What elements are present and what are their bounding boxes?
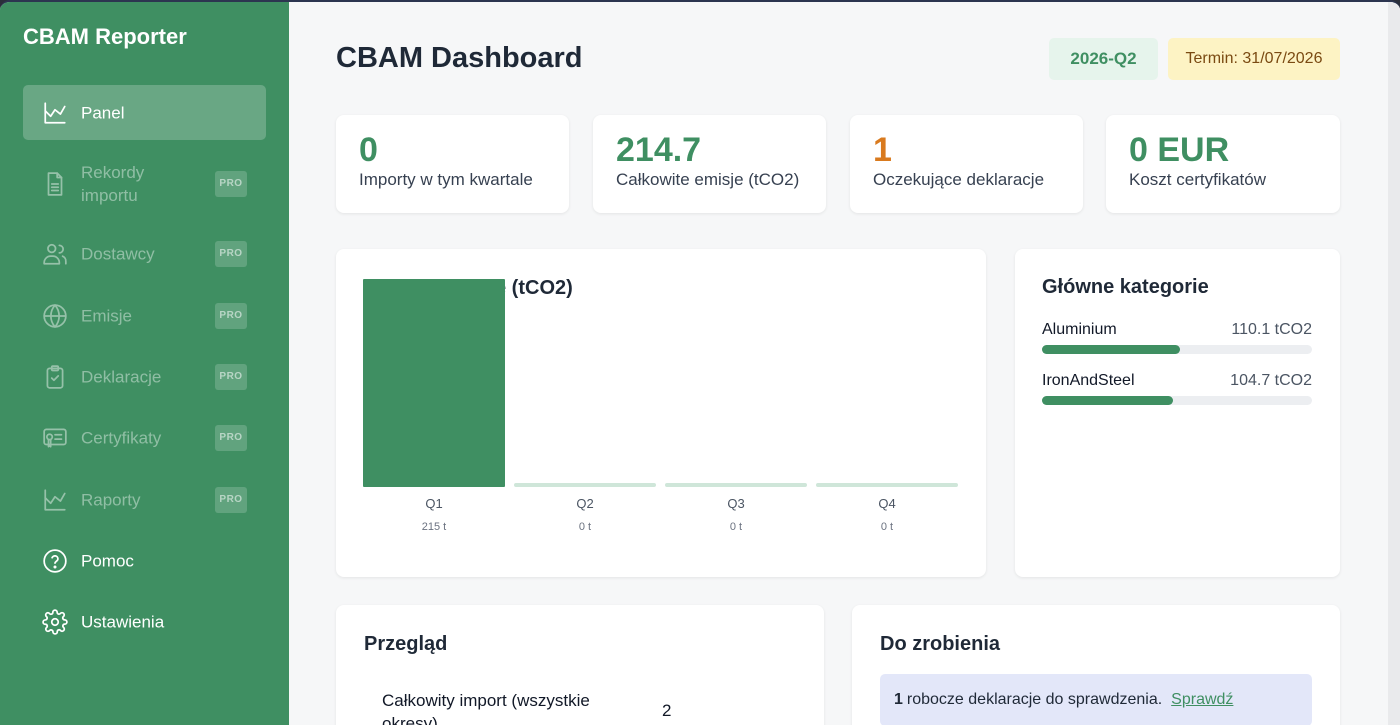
certificate-icon — [42, 425, 68, 451]
category-bar-fill — [1042, 345, 1181, 354]
users-icon — [42, 241, 68, 267]
sidebar-item-suppliers[interactable]: Dostawcy PRO — [23, 226, 266, 281]
categories-card: Główne kategorie Aluminium 110.1 tCO2 Ir… — [1015, 249, 1340, 577]
stat-label: Oczekujące deklaracje — [873, 170, 1045, 189]
sidebar-item-label: Raporty — [81, 490, 141, 509]
category-bar-track — [1042, 396, 1312, 405]
quarter-badge: 2026-Q2 — [1049, 38, 1158, 80]
page-title: CBAM Dashboard — [336, 42, 583, 74]
pro-badge: PRO — [215, 486, 247, 513]
chart-data-label: 0 t — [881, 521, 893, 533]
pro-badge: PRO — [215, 363, 247, 390]
stat-value: 0 — [359, 131, 378, 169]
chart-data-label: 215 t — [422, 521, 446, 533]
todo-alert: 1 robocze deklaracje do sprawdzenia. Spr… — [880, 674, 1312, 725]
todo-title: Do zrobienia — [880, 633, 1001, 655]
sidebar-item-import-records[interactable]: Rekordy importu PRO — [23, 156, 266, 211]
chart-tick-label: Q3 — [727, 496, 744, 511]
chart-bar-q4 — [816, 483, 958, 487]
brand-title: CBAM Reporter — [23, 24, 187, 49]
overview-row-value: 2 — [662, 701, 672, 720]
sidebar-item-label: Deklaracje — [81, 367, 162, 386]
pro-badge: PRO — [215, 424, 247, 451]
stat-label: Całkowite emisje (tCO2) — [616, 170, 800, 189]
stat-card-imports: 0 Importy w tym kwartale — [336, 115, 569, 213]
sidebar-item-label: Panel — [81, 103, 125, 122]
pro-badge: PRO — [215, 302, 247, 329]
stat-label: Importy w tym kwartale — [359, 170, 533, 189]
chart-tick-label: Q1 — [425, 496, 442, 511]
todo-text: robocze deklaracje do sprawdzenia. — [906, 691, 1163, 708]
pro-badge: PRO — [215, 240, 247, 267]
category-value: 110.1 tCO2 — [1231, 321, 1312, 338]
category-value: 104.7 tCO2 — [1230, 372, 1312, 389]
sidebar-item-panel[interactable]: Panel — [23, 85, 266, 140]
sidebar-item-settings[interactable]: Ustawienia — [23, 594, 266, 649]
gear-icon — [42, 608, 68, 635]
deadline-badge: Termin: 31/07/2026 — [1168, 38, 1340, 80]
chart-icon — [42, 100, 68, 126]
sidebar-item-emissions[interactable]: Emisje PRO — [23, 288, 266, 343]
chart-tick-label: Q4 — [878, 496, 895, 511]
sidebar-item-label: Certyfikaty — [81, 428, 162, 447]
chart-bar-q1 — [363, 279, 505, 487]
overview-row-label: Całkowity import (wszystkie okresy) — [382, 691, 590, 725]
category-name: Aluminium — [1042, 321, 1117, 338]
sidebar-item-help[interactable]: Pomoc — [23, 533, 266, 588]
sidebar-item-label: Rekordy importu — [81, 162, 145, 205]
chart-data-label: 0 t — [579, 521, 591, 533]
chart-bar-q3 — [665, 483, 807, 487]
stat-card-pending: 1 Oczekujące deklaracje — [850, 115, 1083, 213]
help-circle-icon — [42, 548, 68, 574]
window-edge — [1388, 2, 1400, 725]
category-name: IronAndSteel — [1042, 372, 1135, 389]
chart-data-label: 0 t — [730, 521, 742, 533]
sidebar-item-declarations[interactable]: Deklaracje PRO — [23, 349, 266, 404]
clipboard-check-icon — [42, 364, 68, 390]
pro-badge: PRO — [215, 170, 247, 197]
sidebar-item-label: Dostawcy — [81, 244, 155, 263]
emissions-bar-chart: Q1 215 t Q2 0 t Q3 0 t Q4 0 t — [363, 279, 958, 533]
main-content: CBAM Dashboard 2026-Q2 Termin: 31/07/202… — [289, 2, 1400, 725]
overview-card: Przegląd Całkowity import (wszystkie okr… — [336, 605, 824, 725]
sidebar-item-label: Pomoc — [81, 551, 134, 570]
sidebar-item-label: Ustawienia — [81, 612, 165, 631]
stat-label: Koszt certyfikatów — [1129, 170, 1266, 189]
todo-card: Do zrobienia 1 robocze deklaracje do spr… — [852, 605, 1340, 725]
sidebar: CBAM Reporter Panel Rekordy importu PRO … — [0, 2, 289, 725]
review-link[interactable]: Sprawdź — [1171, 691, 1234, 708]
stat-value: 0 EUR — [1129, 131, 1230, 169]
sidebar-item-certificates[interactable]: Certyfikaty PRO — [23, 410, 266, 465]
overview-title: Przegląd — [364, 633, 448, 655]
globe-icon — [42, 303, 68, 329]
chart-bar-q2 — [514, 483, 656, 487]
todo-count: 1 — [894, 691, 903, 708]
emissions-chart-card: e (tCO2) Q1 215 t Q2 0 t Q3 0 t Q4 0 t — [336, 249, 986, 577]
chart-tick-label: Q2 — [576, 496, 593, 511]
category-bar-fill — [1042, 396, 1174, 405]
stat-card-emissions: 214.7 Całkowite emisje (tCO2) — [593, 115, 826, 213]
sidebar-item-reports[interactable]: Raporty PRO — [23, 472, 266, 527]
stat-card-cost: 0 EUR Koszt certyfikatów — [1106, 115, 1340, 213]
category-bar-track — [1042, 345, 1312, 354]
categories-title: Główne kategorie — [1042, 276, 1209, 298]
chart-icon — [42, 487, 68, 513]
stat-value: 214.7 — [616, 131, 702, 169]
sidebar-item-label: Emisje — [81, 306, 133, 325]
chart-title: e (tCO2) — [495, 277, 573, 299]
stat-value: 1 — [873, 131, 892, 169]
document-icon — [42, 171, 68, 197]
